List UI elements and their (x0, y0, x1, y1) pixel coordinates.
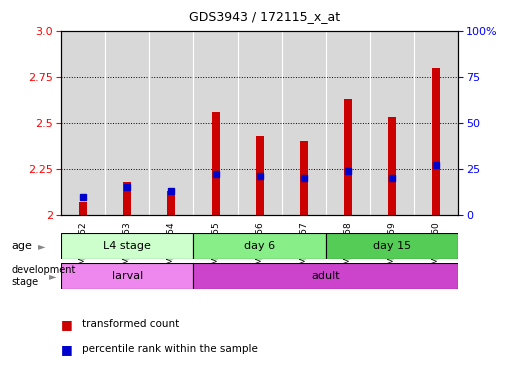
Text: L4 stage: L4 stage (103, 241, 151, 251)
Text: age: age (12, 241, 32, 251)
Bar (432, 68, 440, 215)
Text: day 6: day 6 (244, 241, 275, 251)
Bar (193, 233, 326, 259)
Text: GDS3943 / 172115_x_at: GDS3943 / 172115_x_at (189, 10, 341, 23)
Text: adult: adult (312, 271, 340, 281)
Text: development
stage: development stage (12, 265, 76, 286)
Bar (344, 99, 352, 215)
Bar (326, 233, 458, 259)
Bar (193, 263, 458, 289)
Bar (388, 118, 396, 215)
Bar (211, 112, 219, 215)
Bar (61, 263, 193, 289)
Bar (79, 202, 87, 215)
Text: day 15: day 15 (373, 241, 411, 251)
Text: ►: ► (38, 241, 46, 251)
Bar (255, 136, 263, 215)
Text: ►: ► (49, 271, 56, 281)
Bar (300, 141, 308, 215)
Bar (123, 182, 131, 215)
Bar (167, 191, 175, 215)
Text: ■: ■ (61, 318, 73, 331)
Text: larval: larval (112, 271, 143, 281)
Text: ■: ■ (61, 343, 73, 356)
Bar (61, 233, 193, 259)
Text: percentile rank within the sample: percentile rank within the sample (82, 344, 258, 354)
Text: transformed count: transformed count (82, 319, 179, 329)
